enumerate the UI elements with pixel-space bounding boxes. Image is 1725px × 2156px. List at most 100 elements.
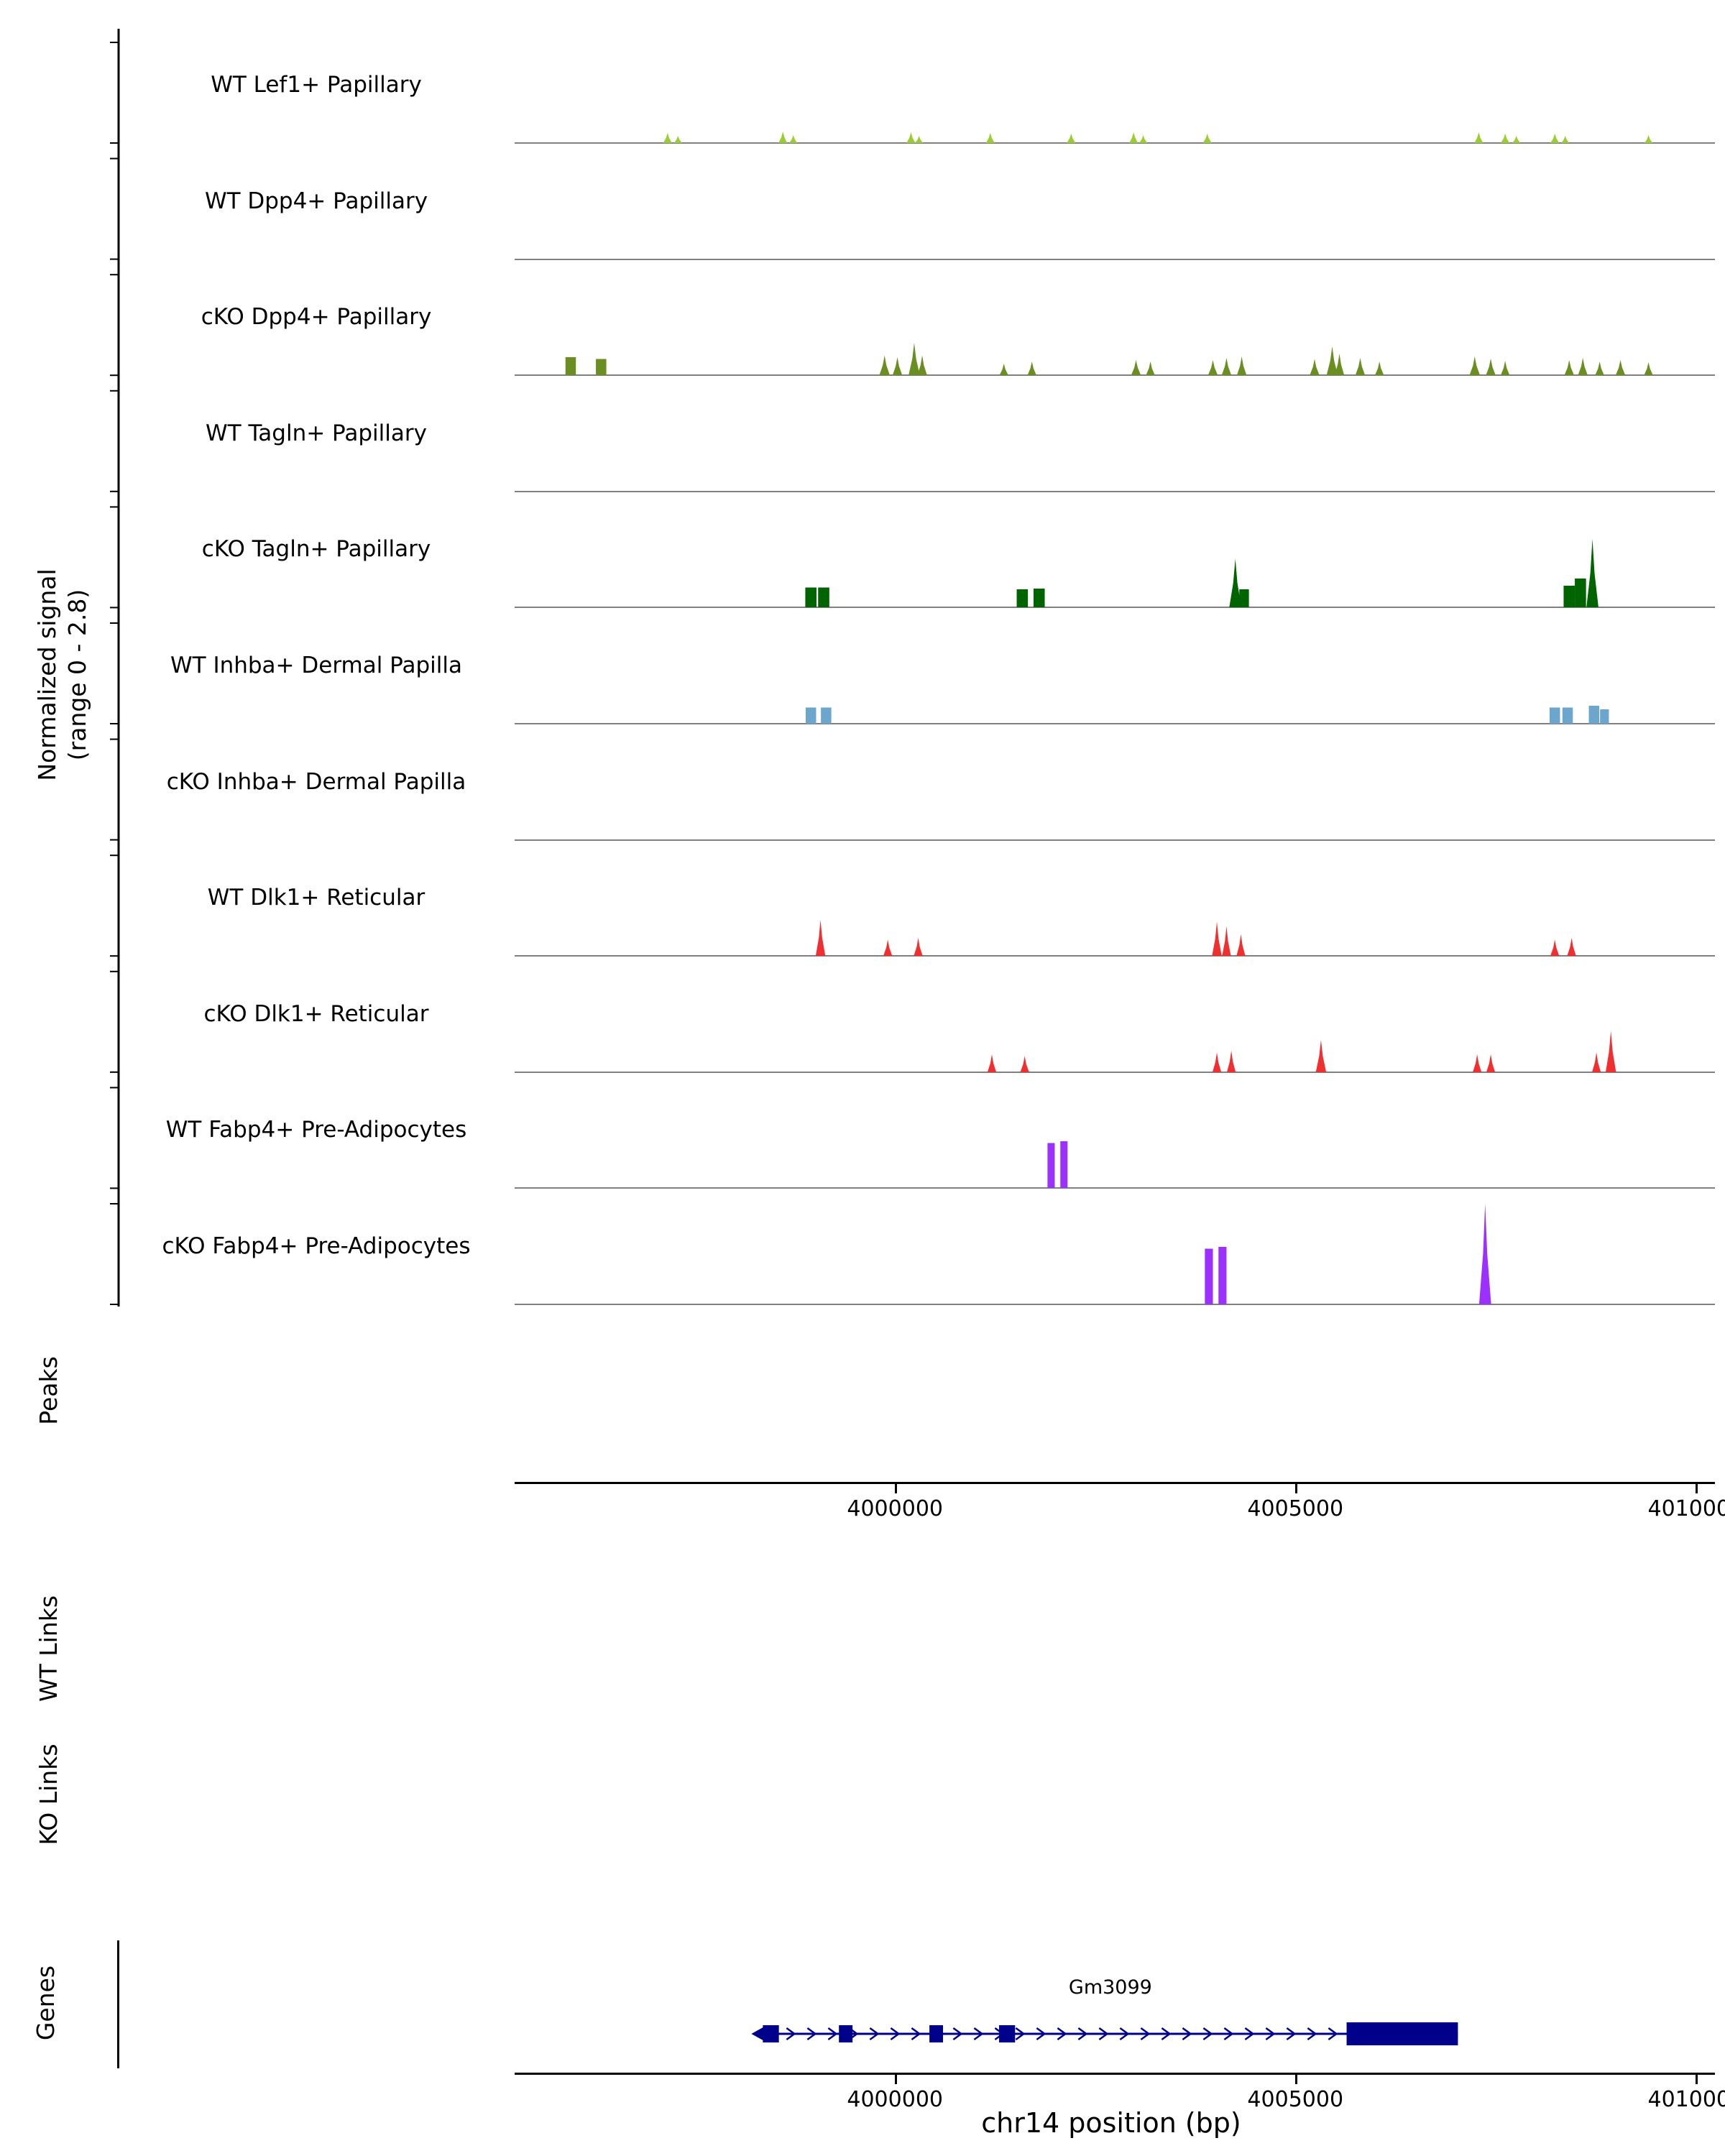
- signal-peak: [1375, 361, 1384, 376]
- strand-arrow-icon: [1140, 2027, 1151, 2041]
- track-label: cKO Dpp4+ Papillary: [201, 304, 432, 331]
- strand-arrow-icon: [1286, 2027, 1297, 2041]
- signal-peak: [1592, 1052, 1601, 1072]
- track-signal-plot: [515, 1141, 1715, 1189]
- signal-peak: [1550, 134, 1560, 143]
- signal-peak: [673, 136, 682, 143]
- signal-peak: [1212, 921, 1222, 957]
- signal-peak: [1473, 1054, 1482, 1072]
- signal-track-row: cKO Dlk1+ Reticular: [0, 957, 1725, 1073]
- signal-peak: [1605, 1031, 1616, 1072]
- strand-arrow-icon: [1077, 2027, 1088, 2041]
- signal-peak: [1512, 136, 1521, 143]
- strand-arrow-icon: [911, 2027, 921, 2041]
- signal-peak: [908, 343, 920, 376]
- x-tick-label: 4000000: [847, 2087, 943, 2112]
- track-label: cKO Inhba+ Dermal Papilla: [166, 768, 466, 795]
- x-axis-tick: [895, 1484, 898, 1493]
- signal-peak: [778, 132, 788, 143]
- genes-axis-bracket: [117, 1940, 119, 2068]
- signal-peak: [1334, 354, 1345, 376]
- signal-peak: [999, 364, 1008, 376]
- signal-peak: [1615, 360, 1626, 376]
- signal-peak: [1563, 586, 1576, 608]
- signal-track-row: cKO Tagln+ Papillary: [0, 492, 1725, 609]
- x-tick-label: 4010000: [1647, 1496, 1725, 1521]
- signal-track-row: WT Dpp4+ Papillary: [0, 144, 1725, 260]
- signal-peak: [805, 707, 816, 724]
- signal-peak: [1578, 358, 1588, 376]
- track-label: WT Dlk1+ Reticular: [207, 885, 426, 911]
- gene-exon: [839, 2025, 853, 2042]
- signal-track-row: WT Dlk1+ Reticular: [0, 840, 1725, 957]
- strand-arrow-icon: [869, 2027, 880, 2041]
- signal-peak: [1600, 709, 1609, 724]
- track-label: cKO Tagln+ Papillary: [201, 536, 431, 563]
- signal-peak: [1138, 135, 1148, 143]
- signal-peak: [914, 938, 923, 957]
- track-label: WT Lef1+ Papillary: [211, 72, 422, 98]
- signal-peak: [1486, 359, 1496, 376]
- signal-peak: [1033, 589, 1045, 608]
- signal-peak: [1474, 132, 1484, 143]
- signal-track-row: WT Lef1+ Papillary: [0, 27, 1725, 144]
- strand-arrow-icon: [827, 2027, 838, 2041]
- signal-peak: [1067, 134, 1076, 143]
- strand-arrow-icon: [1057, 2027, 1067, 2041]
- track-signal-plot: [515, 539, 1715, 609]
- signal-peak: [1501, 134, 1510, 143]
- signal-track-row: WT Inhba+ Dermal Papilla: [0, 608, 1725, 724]
- signal-peak: [1501, 361, 1510, 376]
- signal-peak: [987, 1054, 997, 1072]
- x-tick-label: 4005000: [1247, 2087, 1344, 2112]
- signal-peak: [1016, 589, 1029, 608]
- signal-peak: [1355, 358, 1366, 376]
- signal-peak: [663, 133, 672, 143]
- track-signal-plot: [515, 1204, 1715, 1305]
- signal-peak: [1146, 361, 1155, 376]
- signal-track-row: cKO Dpp4+ Papillary: [0, 259, 1725, 377]
- signal-peak: [1236, 934, 1246, 957]
- signal-peak: [892, 357, 903, 376]
- signal-peak: [1060, 1141, 1068, 1189]
- signal-peak: [879, 355, 890, 376]
- signal-peak: [883, 939, 893, 957]
- signal-peak: [1326, 346, 1338, 376]
- strand-arrow-icon: [1119, 2027, 1130, 2041]
- x-axis-tick: [1295, 2075, 1298, 2084]
- strand-arrow-icon: [1307, 2027, 1317, 2041]
- signal-peak: [815, 920, 826, 957]
- signal-peak: [596, 359, 607, 376]
- strand-arrow-icon: [1223, 2027, 1234, 2041]
- gene-exon: [999, 2025, 1016, 2042]
- signal-peak: [818, 587, 829, 608]
- signal-peak: [565, 357, 576, 376]
- strand-arrow-icon: [1182, 2027, 1192, 2041]
- signal-peak: [1478, 1204, 1491, 1304]
- signal-peak: [1315, 1039, 1327, 1072]
- track-label: WT Tagln+ Papillary: [206, 420, 427, 446]
- x-axis-tick: [1696, 2075, 1698, 2084]
- signal-peak: [1310, 359, 1320, 376]
- signal-peak: [985, 133, 995, 143]
- strand-arrow-icon: [1328, 2027, 1338, 2041]
- section-label-ko-links: KO Links: [34, 1743, 63, 1846]
- x-tick-label: 4000000: [847, 1496, 943, 1521]
- track-signal-plot: [515, 132, 1715, 144]
- genes-axis-line: [515, 2073, 1715, 2075]
- signal-peak: [1205, 1248, 1213, 1304]
- signal-peak: [1222, 926, 1231, 957]
- signal-peak: [1575, 579, 1586, 608]
- section-label-genes: Genes: [32, 1965, 60, 2041]
- signal-peak: [1550, 939, 1560, 957]
- signal-peak: [1469, 356, 1481, 376]
- signal-peak: [1586, 539, 1598, 608]
- signal-peak: [1218, 1247, 1227, 1304]
- signal-peak: [1236, 356, 1247, 376]
- signal-peak: [1239, 589, 1249, 608]
- strand-arrow-icon: [1202, 2027, 1213, 2041]
- strand-arrow-icon: [1265, 2027, 1276, 2041]
- x-axis-title: chr14 position (bp): [981, 2107, 1241, 2139]
- track-label: WT Dpp4+ Papillary: [204, 188, 428, 214]
